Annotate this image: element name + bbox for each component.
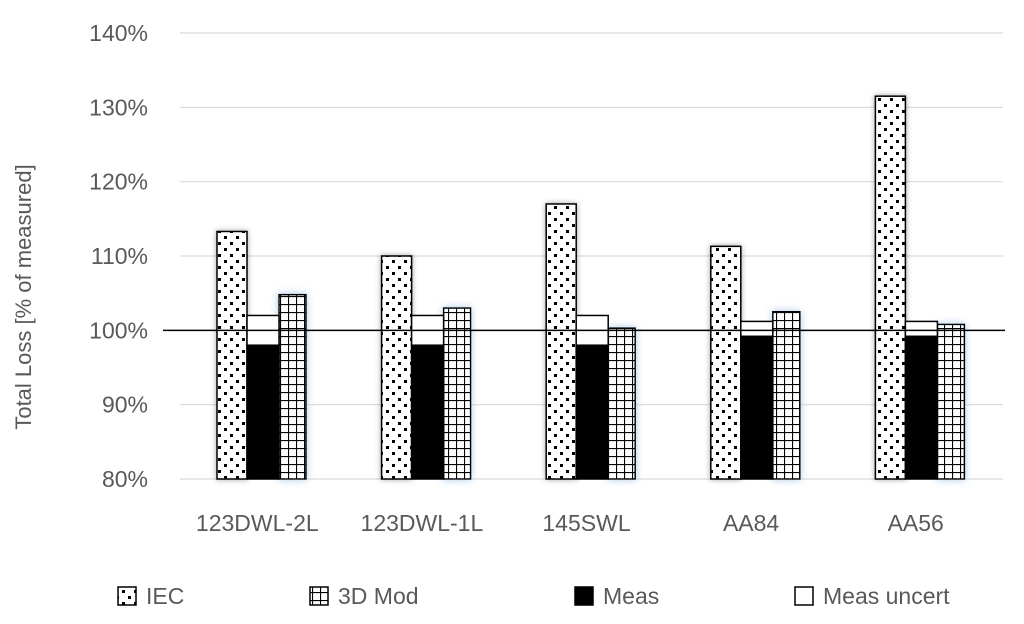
bar-iec (216, 230, 248, 480)
bar-3d-mod (607, 327, 636, 480)
bar-3d-mod (936, 323, 966, 480)
bar-3d-mod (772, 311, 801, 480)
bar-3d-mod (442, 307, 472, 480)
legend-swatch (574, 586, 594, 606)
legend-swatch (309, 586, 329, 606)
bar-meas-uncert (740, 320, 774, 338)
y-axis-label: Total Loss [% of measured] (11, 164, 36, 429)
y-tick-label: 130% (89, 94, 148, 120)
legend-label: 3D Mod (338, 583, 419, 609)
bar-meas (575, 344, 609, 480)
x-tick-label: AA84 (723, 510, 779, 536)
bar-meas (410, 344, 445, 480)
legend-label: Meas (603, 583, 659, 609)
y-tick-label: 100% (89, 317, 148, 343)
bar-meas-uncert (904, 320, 939, 338)
y-tick-label: 140% (89, 20, 148, 46)
y-tick-label: 110% (91, 243, 148, 269)
x-axis-ticks: 123DWL-2L 123DWL-1L 145SWL AA84 AA56 (196, 510, 944, 536)
x-tick-label: AA56 (888, 510, 944, 536)
x-tick-label: 145SWL (542, 510, 630, 536)
bar-meas (246, 344, 280, 480)
legend-swatch (794, 586, 814, 606)
bar-meas (740, 335, 774, 480)
bar-iec (874, 95, 907, 480)
x-tick-label: 123DWL-2L (196, 510, 319, 536)
legend-label: Meas uncert (823, 583, 950, 609)
legend-label: IEC (146, 583, 184, 609)
bars (216, 95, 966, 480)
bar-meas (904, 335, 939, 480)
legend-swatch (117, 586, 137, 606)
bar-iec (380, 255, 413, 480)
bar-iec (545, 203, 577, 480)
bar-3d-mod (278, 293, 307, 480)
y-tick-label: 90% (102, 392, 148, 418)
y-tick-label: 120% (89, 169, 148, 195)
y-tick-label: 80% (102, 466, 148, 492)
legend: IEC 3D Mod Meas Meas uncert (117, 583, 950, 609)
x-tick-label: 123DWL-1L (361, 510, 484, 536)
bar-iec (710, 245, 742, 480)
y-axis-ticks: 80% 90% 100% 110% 120% 130% 140% (89, 20, 148, 492)
